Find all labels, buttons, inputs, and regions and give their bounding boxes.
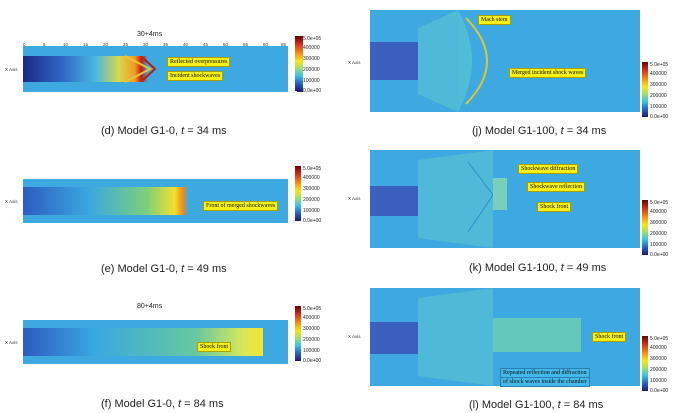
svg-text:100000: 100000 — [650, 104, 667, 110]
svg-text:25: 25 — [123, 42, 129, 47]
svg-text:30: 30 — [143, 42, 149, 47]
annotation-shock-front-k: Shock front — [537, 202, 572, 212]
annotation-front-merged-shockwaves: Front of merged shockwaves — [203, 201, 279, 211]
svg-text:200000: 200000 — [650, 93, 667, 99]
caption-j: (j) Model G1-100, t = 34 ms — [472, 125, 607, 137]
svg-text:300000: 300000 — [303, 326, 320, 332]
annotation-shockwave-diffraction: Shockwave diffraction — [518, 164, 579, 174]
sim-panel-k: X Axis — [348, 150, 640, 248]
svg-text:100000: 100000 — [303, 348, 320, 354]
x-axis-name-d: X Axis — [5, 67, 18, 72]
caption-l: (l) Model G1-100, t = 84 ms — [469, 399, 604, 411]
svg-text:15: 15 — [83, 42, 89, 47]
svg-text:50: 50 — [223, 42, 229, 47]
colorbar-e: 5.0e+05 400000 300000 200000 100000 0.0e… — [295, 166, 321, 224]
svg-text:0.0e+00: 0.0e+00 — [303, 358, 321, 364]
svg-text:0.0e+00: 0.0e+00 — [303, 88, 321, 94]
caption-e: (e) Model G1-0, t = 49 ms — [101, 263, 227, 275]
svg-text:10: 10 — [63, 42, 69, 47]
x-axis-name-f: X Axis — [5, 340, 18, 345]
svg-text:100000: 100000 — [650, 242, 667, 248]
sim-panel-f: X Axis — [5, 320, 288, 364]
svg-text:300000: 300000 — [650, 82, 667, 88]
annotation-incident-shockwaves: Incident shockwaves — [167, 71, 224, 81]
svg-text:40: 40 — [183, 42, 189, 47]
svg-text:200000: 200000 — [650, 367, 667, 373]
svg-text:200000: 200000 — [303, 197, 320, 203]
svg-text:200000: 200000 — [303, 337, 320, 343]
svg-text:20: 20 — [103, 42, 109, 47]
annotation-reflected-overpressures: Reflected overpressures — [167, 57, 231, 67]
svg-text:300000: 300000 — [303, 186, 320, 192]
svg-text:0.0e+00: 0.0e+00 — [650, 252, 668, 258]
svg-text:300000: 300000 — [303, 56, 320, 62]
colorbar-d: 5.0e+05 400000 300000 200000 100000 0.0e… — [295, 36, 321, 94]
colorbar-j: 5.0e+05 400000 300000 200000 100000 0.0e… — [642, 62, 668, 120]
svg-text:0.0e+00: 0.0e+00 — [650, 114, 668, 120]
x-axis-name-k: X Axis — [348, 196, 361, 201]
svg-text:5.0e+05: 5.0e+05 — [303, 166, 321, 172]
svg-text:65: 65 — [281, 42, 287, 47]
x-axis-name-j: X Axis — [348, 60, 361, 65]
svg-text:400000: 400000 — [650, 345, 667, 351]
svg-text:300000: 300000 — [650, 356, 667, 362]
svg-text:5.0e+05: 5.0e+05 — [303, 306, 321, 312]
svg-text:45: 45 — [203, 42, 209, 47]
svg-text:55: 55 — [243, 42, 249, 47]
svg-text:0.0e+00: 0.0e+00 — [303, 218, 321, 224]
svg-text:35: 35 — [163, 42, 169, 47]
annotation-shock-front-l: Shock front — [592, 332, 627, 342]
svg-text:5.0e+05: 5.0e+05 — [650, 200, 668, 206]
svg-text:400000: 400000 — [650, 209, 667, 215]
x-axis-name-l: X Axis — [348, 334, 361, 339]
x-axis-name-e: X Axis — [5, 199, 18, 204]
svg-text:5: 5 — [43, 42, 46, 47]
svg-text:0.0e+00: 0.0e+00 — [650, 388, 668, 394]
svg-text:200000: 200000 — [650, 231, 667, 237]
svg-text:200000: 200000 — [303, 67, 320, 73]
colorbar-k: 5.0e+05 400000 300000 200000 100000 0.0e… — [642, 200, 668, 258]
svg-text:5.0e+05: 5.0e+05 — [650, 62, 668, 68]
svg-text:0: 0 — [23, 42, 26, 47]
svg-text:100000: 100000 — [303, 78, 320, 84]
svg-text:60: 60 — [263, 42, 269, 47]
svg-text:400000: 400000 — [650, 71, 667, 77]
annotation-repeated-reflection-2: of shock waves inside the chamber — [500, 377, 590, 387]
sim-panel-e: X Axis — [5, 179, 288, 223]
caption-f: (f) Model G1-0, t = 84 ms — [101, 398, 224, 410]
x-ticks-d: 0 5 10 15 20 25 30 35 40 45 50 55 60 65 — [23, 42, 287, 47]
caption-d: (d) Model G1-0, t = 34 ms — [101, 125, 227, 137]
svg-text:5.0e+05: 5.0e+05 — [650, 336, 668, 342]
caption-k: (k) Model G1-100, t = 49 ms — [469, 262, 607, 274]
time-label-d: 30+4ms — [137, 31, 163, 38]
svg-text:100000: 100000 — [303, 208, 320, 214]
svg-text:400000: 400000 — [303, 175, 320, 181]
svg-text:400000: 400000 — [303, 315, 320, 321]
time-label-f: 80+4ms — [137, 303, 163, 310]
sim-panel-j: X Axis — [348, 10, 640, 112]
annotation-merged-incident: Merged incident shock waves — [509, 68, 587, 78]
annotation-mach-stem: Mach stem — [478, 15, 511, 25]
svg-text:400000: 400000 — [303, 45, 320, 51]
annotation-shockwave-reflection: Shockwave reflection — [527, 182, 586, 192]
annotation-shock-front-f: Shock front — [197, 342, 232, 352]
colorbar-f: 5.0e+05 400000 300000 200000 100000 0.0e… — [295, 306, 321, 364]
svg-text:100000: 100000 — [650, 378, 667, 384]
colorbar-l: 5.0e+05 400000 300000 200000 100000 0.0e… — [642, 336, 668, 394]
svg-text:5.0e+05: 5.0e+05 — [303, 36, 321, 42]
svg-text:300000: 300000 — [650, 220, 667, 226]
